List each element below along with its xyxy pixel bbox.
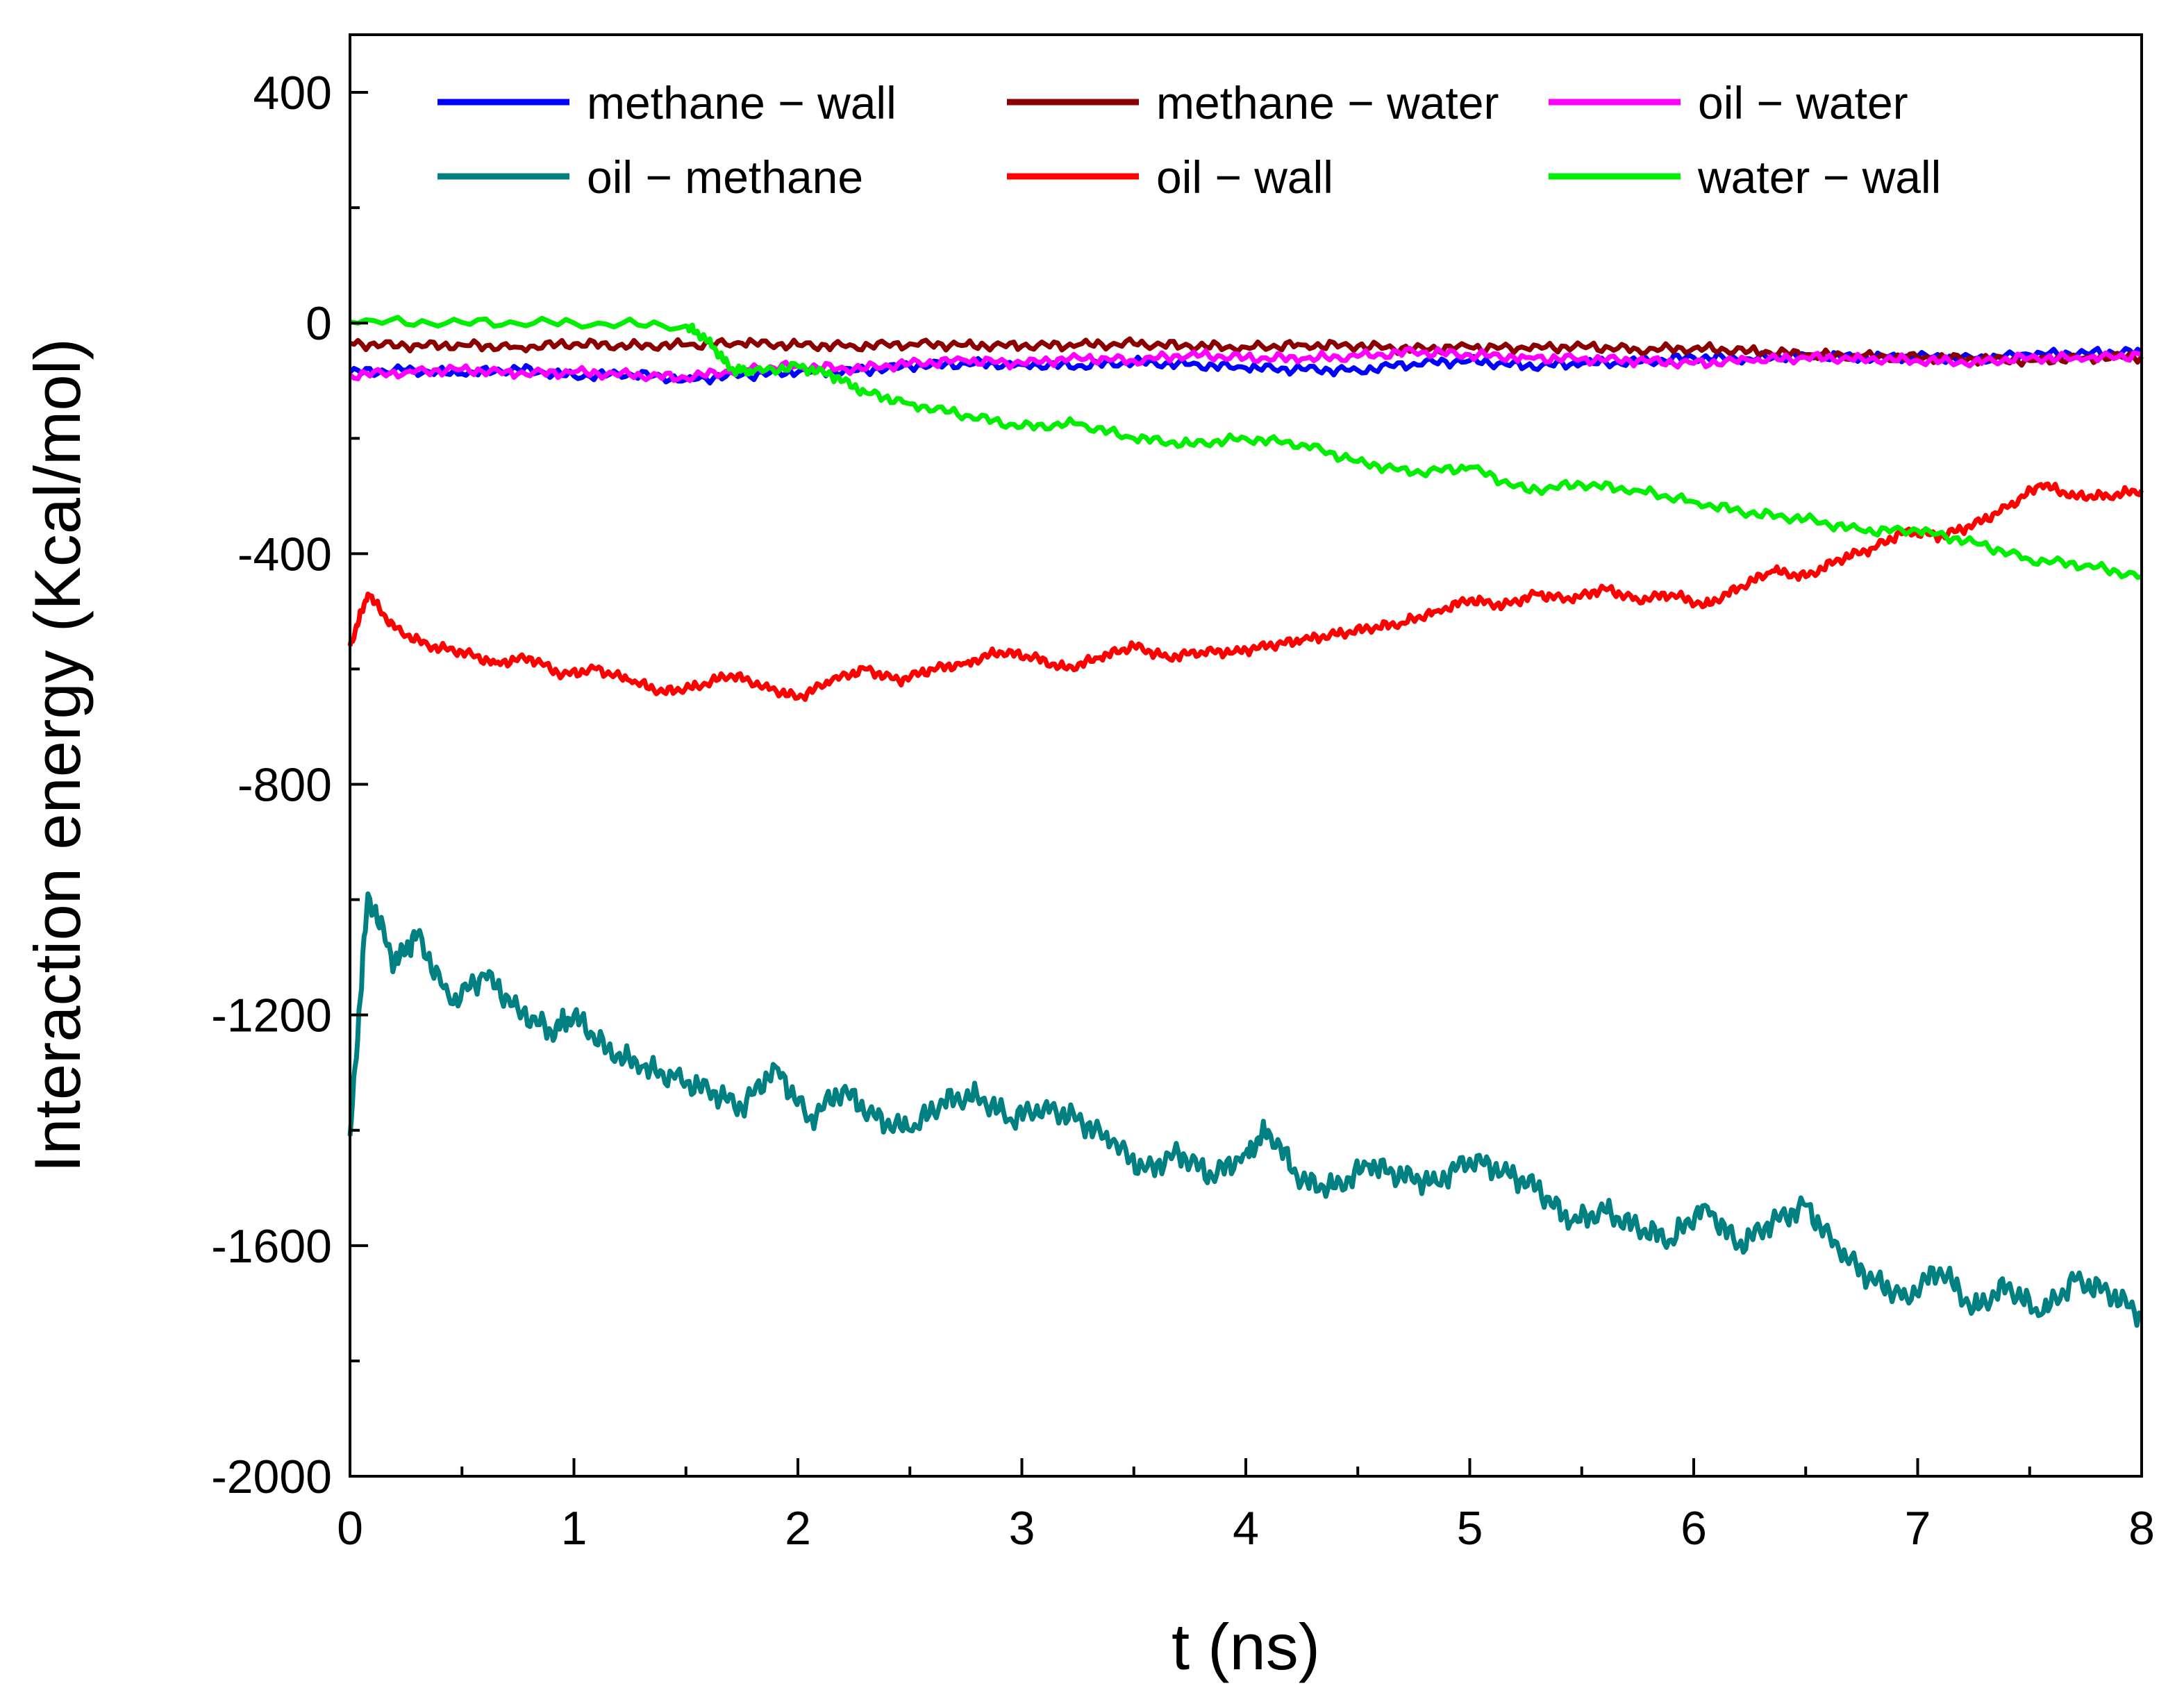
legend-label: oil − methane xyxy=(587,151,863,203)
legend-label: water − wall xyxy=(1697,151,1941,203)
x-tick-label: 2 xyxy=(785,1502,811,1555)
legend-label: oil − water xyxy=(1698,77,1908,128)
y-tick-label: 0 xyxy=(306,297,332,350)
y-tick-label: -1200 xyxy=(211,989,332,1042)
y-tick-label: -1600 xyxy=(211,1220,332,1273)
legend-label: oil − wall xyxy=(1156,151,1333,203)
x-tick-label: 3 xyxy=(1009,1502,1035,1555)
series-line-3 xyxy=(347,481,2144,702)
x-tick-label: 0 xyxy=(337,1502,363,1555)
y-tick-label: 400 xyxy=(253,67,332,119)
x-tick-label: 1 xyxy=(561,1502,587,1555)
series-line-5 xyxy=(349,315,2142,580)
y-tick-label: -2000 xyxy=(211,1451,332,1503)
x-axis: 0 1 2 3 4 5 6 7 8 xyxy=(337,1458,2155,1555)
y-axis-title: Interaction energy (Kcal/mol) xyxy=(21,338,94,1173)
legend: methane − wall oil − methane methane − wat… xyxy=(437,77,1941,203)
legend-label: methane − water xyxy=(1156,77,1499,128)
plot-frame xyxy=(349,33,2143,1478)
series-line-4 xyxy=(348,346,2143,383)
series-layer xyxy=(347,315,2144,1328)
y-tick-label: -400 xyxy=(237,528,332,580)
x-axis-title: t (ns) xyxy=(1172,1610,1320,1683)
x-tick-label: 4 xyxy=(1233,1502,1259,1555)
x-tick-label: 5 xyxy=(1457,1502,1483,1555)
y-axis: -2000 -1600 -1200 -800 -400 0 400 xyxy=(211,67,368,1503)
y-tick-label: -800 xyxy=(237,759,332,812)
x-tick-label: 8 xyxy=(2128,1502,2155,1555)
legend-label: methane − wall xyxy=(587,77,897,128)
series-line-1 xyxy=(347,891,2144,1328)
x-tick-label: 6 xyxy=(1681,1502,1707,1555)
x-tick-label: 7 xyxy=(1905,1502,1931,1555)
